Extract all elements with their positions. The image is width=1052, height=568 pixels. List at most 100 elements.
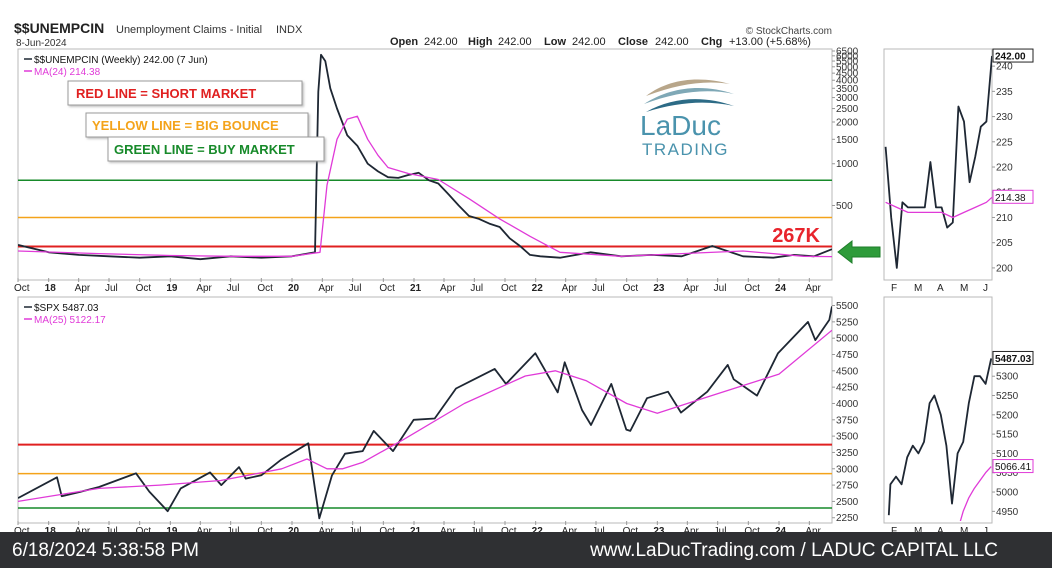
- low-value: 242.00: [572, 36, 606, 48]
- x-tick-label: Apr: [562, 526, 578, 537]
- price-series-line: [887, 358, 992, 516]
- red-legend-text: RED LINE = SHORT MARKET: [76, 86, 256, 101]
- y-tick-label: 5300: [996, 372, 1019, 383]
- upper-zoom-plot: 200205210215220225230235240FMAMJ242.0021…: [884, 48, 1034, 294]
- green-left-arrow-icon[interactable]: [837, 239, 881, 265]
- x-tick-label: Apr: [683, 526, 699, 537]
- x-tick-label: 21: [410, 526, 422, 537]
- x-tick-label: Jul: [592, 526, 605, 537]
- x-tick-label: Oct: [136, 526, 152, 537]
- x-tick-label: M: [960, 283, 968, 294]
- x-tick-label: Apr: [75, 283, 91, 294]
- moving-average-line: [959, 466, 992, 521]
- y-tick-label: 225: [996, 137, 1013, 148]
- upper-unemployment-plot: 500 1000 1500 2000 2500300035004000450050005…: [14, 47, 859, 295]
- last-value-box: [992, 459, 1034, 474]
- x-tick-label: Apr: [318, 283, 334, 294]
- y-tick-label: 2750: [836, 481, 859, 492]
- y-tick-label: 2000: [836, 117, 859, 128]
- legend-boxes: RED LINE = SHORT MARKET YELLOW LINE = BI…: [67, 80, 325, 162]
- y-tick-label: 4000: [836, 399, 859, 410]
- symbol-title: $$UNEMPCIN: [14, 20, 104, 36]
- ohlc-readout: Open 242.00 High 242.00 Low 242.00 Close…: [390, 36, 811, 48]
- x-tick-label: Jul: [349, 283, 362, 294]
- high-value: 242.00: [498, 36, 532, 48]
- x-tick-label: Apr: [683, 283, 699, 294]
- last-value-box: [992, 350, 1034, 365]
- y-tick-label: 4750: [836, 350, 859, 361]
- footer-bar: 6/18/2024 5:38:58 PM www.LaDucTrading.co…: [0, 532, 1052, 568]
- x-tick-label: Oct: [379, 526, 395, 537]
- close-value: 242.00: [655, 36, 689, 48]
- y-tick-label: 6000: [836, 51, 859, 62]
- y-tick-label: 3500: [836, 84, 859, 95]
- y-tick-label: 3500: [836, 432, 859, 443]
- series-legend-label: $$UNEMPCIN (Weekly) 242.00 (7 Jun): [34, 55, 208, 66]
- x-tick-label: Jul: [714, 526, 727, 537]
- x-tick-label: 23: [653, 283, 665, 294]
- moving-average-line: [885, 196, 992, 219]
- yellow-legend-box: [85, 112, 309, 138]
- x-tick-label: J: [983, 283, 988, 294]
- logo-wordmark: LaDuc: [640, 110, 721, 141]
- y-tick-label: 1500: [836, 135, 859, 146]
- x-tick-label: Apr: [440, 283, 456, 294]
- panel-lower-zoom-frame: [883, 296, 993, 524]
- y-tick-label: 2500: [836, 104, 859, 115]
- x-tick-label: Oct: [744, 283, 760, 294]
- y-tick-label: 210: [996, 213, 1013, 224]
- x-tick-label: Oct: [623, 283, 639, 294]
- x-tick-label: Oct: [501, 526, 517, 537]
- x-tick-label: Oct: [623, 526, 639, 537]
- last-value-label: 5487.03: [995, 354, 1032, 365]
- x-tick-label: J: [983, 526, 988, 537]
- green-legend-text: GREEN LINE = BUY MARKET: [114, 142, 295, 157]
- x-tick-label: 19: [166, 283, 178, 294]
- y-tick-label: 5100: [996, 449, 1019, 460]
- x-tick-label: 18: [45, 283, 57, 294]
- x-tick-label: Apr: [196, 526, 212, 537]
- x-tick-label: 19: [166, 526, 178, 537]
- y-tick-label: 4500: [836, 366, 859, 377]
- panel-upper-zoom-frame: [883, 48, 993, 281]
- x-tick-label: Oct: [14, 283, 30, 294]
- y-tick-label: 230: [996, 112, 1013, 123]
- x-tick-label: Jul: [470, 283, 483, 294]
- y-tick-label: 3250: [836, 448, 859, 459]
- series-legend-label: MA(25) 5122.17: [34, 315, 106, 326]
- x-tick-label: Jul: [470, 526, 483, 537]
- last-value-box: [992, 189, 1034, 204]
- x-tick-label: 23: [653, 526, 665, 537]
- moving-average-line: [18, 329, 832, 503]
- x-tick-label: 24: [775, 526, 787, 537]
- last-value-label: 214.38: [995, 193, 1026, 204]
- last-value-box: [992, 48, 1034, 63]
- brand-credit: © StockCharts.com: [746, 26, 832, 37]
- y-tick-label: 5250: [996, 391, 1019, 402]
- x-tick-label: Apr: [562, 283, 578, 294]
- x-tick-label: Apr: [196, 283, 212, 294]
- series-legend-label: $SPX 5487.03: [34, 303, 99, 314]
- x-tick-label: 18: [45, 526, 57, 537]
- y-tick-label: 5500: [836, 57, 859, 68]
- y-tick-label: 220: [996, 163, 1013, 174]
- footer-website-link[interactable]: www.LaDucTrading.com / LADUC CAPITAL LLC: [590, 540, 998, 561]
- x-tick-label: M: [960, 526, 968, 537]
- chg-label: Chg: [701, 36, 722, 48]
- x-tick-label: F: [891, 526, 897, 537]
- y-tick-label: 200: [996, 263, 1013, 274]
- y-tick-label: 4000: [836, 76, 859, 87]
- y-tick-label: 235: [996, 87, 1013, 98]
- chart-header: $$UNEMPCIN Unemployment Claims - Initial…: [14, 20, 832, 49]
- x-tick-label: 22: [532, 283, 544, 294]
- yellow-legend-text: YELLOW LINE = BIG BOUNCE: [92, 118, 279, 133]
- x-tick-label: Jul: [349, 526, 362, 537]
- y-tick-label: 2500: [836, 497, 859, 508]
- y-tick-label: 4950: [996, 507, 1019, 518]
- x-tick-label: Oct: [257, 526, 273, 537]
- x-tick-label: Oct: [379, 283, 395, 294]
- y-tick-label: 5000: [836, 62, 859, 73]
- open-label: Open: [390, 36, 418, 48]
- logo-waves-icon: [644, 79, 734, 112]
- close-label: Close: [618, 36, 648, 48]
